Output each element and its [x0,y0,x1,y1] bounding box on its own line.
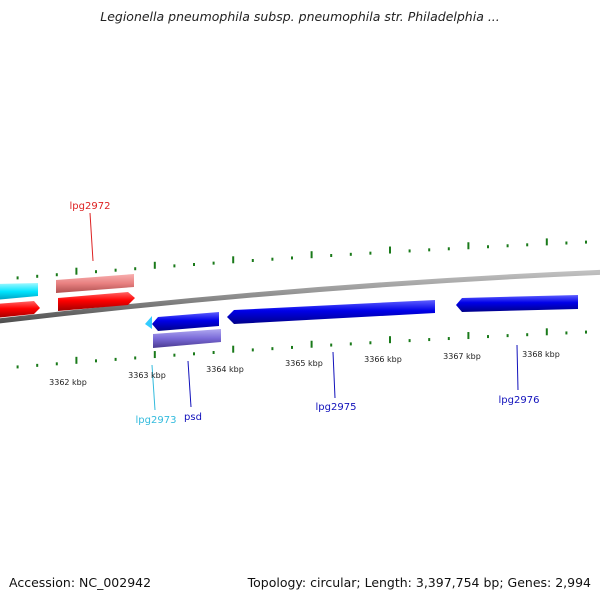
gene-label-lpg2972[interactable]: lpg2972 [70,201,111,212]
gene-lpg2973-cyan[interactable] [145,316,152,329]
gene-label-lpg2973[interactable]: lpg2973 [136,415,177,426]
label-line-lpg2975 [332,351,336,399]
title: Legionella pneumophila subsp. pneumophil… [100,9,500,24]
ruler-label-3367: 3367 kbp [443,352,481,361]
backbone-ring [0,269,600,324]
ruler-label-3368: 3368 kbp [522,350,560,359]
gene-lpg2975-blue[interactable] [227,300,435,324]
gene-psd-purple[interactable] [153,329,221,348]
gene-label-lpg2976[interactable]: lpg2976 [499,395,540,406]
label-line-lpg2973 [151,364,156,411]
ruler-label-3366: 3366 kbp [364,355,402,364]
gene-label-psd[interactable]: psd [184,412,202,423]
gene-label-lpg2975[interactable]: lpg2975 [316,402,357,413]
gene-lpg2972-red[interactable] [58,292,135,311]
label-line-lpg2976 [516,344,519,391]
label-line-lpg2972 [89,212,94,262]
ruler-label-3363: 3363 kbp [128,371,166,380]
gene-cyan-forward[interactable] [0,283,38,300]
ruler-label-3365: 3365 kbp [285,359,323,368]
inner-tick-ring [16,328,587,369]
accession-text: Accession: NC_002942 [9,575,152,590]
gene-lpg2972-pink[interactable] [56,274,134,293]
ruler-label-3364: 3364 kbp [206,365,244,374]
outer-tick-ring [16,238,587,280]
label-line-psd [187,360,192,408]
gene-psd-blue[interactable] [152,312,219,331]
ruler-label-3362: 3362 kbp [49,378,87,387]
gene-red-forward-left[interactable] [0,301,40,318]
gene-lpg2976-blue[interactable] [456,295,578,312]
genome-summary-text: Topology: circular; Length: 3,397,754 bp… [247,575,591,590]
